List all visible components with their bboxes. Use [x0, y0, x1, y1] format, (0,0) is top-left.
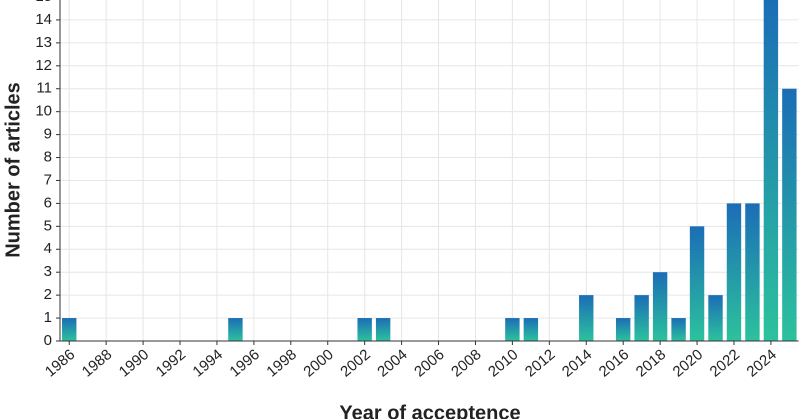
y-tick-label: 10: [35, 103, 52, 120]
x-tick-label: 2022: [707, 346, 743, 380]
bar: [782, 88, 797, 341]
x-tick-label: 2018: [633, 346, 669, 380]
x-tick-label: 2024: [744, 346, 780, 380]
x-tick-label: 1988: [79, 346, 115, 380]
y-tick-label: 11: [36, 80, 52, 97]
x-tick-label: 2010: [485, 346, 521, 380]
x-tick-label: 2008: [448, 346, 484, 380]
x-tick-label: 2016: [596, 346, 632, 380]
y-tick-label: 8: [44, 149, 52, 166]
bar: [615, 318, 631, 341]
x-tick-label: 2012: [522, 346, 558, 380]
x-tick-label: 1992: [153, 346, 189, 380]
y-tick-label: 7: [44, 171, 52, 188]
y-tick-label: 6: [44, 194, 52, 211]
y-tick-label: 15: [35, 0, 52, 5]
bar: [671, 318, 686, 341]
x-tick-label: 2004: [374, 346, 410, 380]
y-tick-label: 12: [35, 57, 52, 74]
bar: [726, 203, 742, 341]
y-tick-label: 2: [44, 286, 52, 303]
x-tick-label: 2006: [411, 346, 447, 380]
y-tick-label: 0: [44, 332, 52, 349]
x-tick-label: 1998: [263, 346, 299, 380]
x-axis-title: Year of acceptence: [339, 402, 520, 419]
x-tick-label: 2020: [670, 346, 706, 380]
bar: [505, 318, 520, 341]
y-tick-label: 9: [44, 126, 52, 143]
x-tick-label: 2000: [300, 346, 336, 380]
x-tick-label: 1986: [42, 346, 78, 380]
y-tick-label: 1: [44, 309, 52, 326]
bar: [634, 295, 649, 341]
x-tick-label: 2002: [337, 346, 373, 380]
bar: [745, 203, 760, 341]
y-tick-label: 5: [44, 217, 52, 234]
y-axis-title: Number of articles: [2, 82, 24, 258]
y-tick-label: 3: [44, 263, 52, 280]
x-tick-label: 1994: [190, 346, 226, 380]
bar: [763, 0, 779, 341]
x-tick-label: 1996: [227, 346, 263, 380]
bar: [579, 295, 594, 341]
y-tick-label: 13: [35, 34, 52, 51]
bar: [357, 318, 372, 341]
bar: [228, 318, 243, 341]
bar: [375, 318, 391, 341]
bar: [523, 318, 539, 341]
bar: [62, 318, 77, 341]
bar: [652, 272, 668, 341]
bar: [689, 226, 705, 341]
y-tick-label: 4: [44, 240, 52, 257]
x-tick-label: 2014: [559, 346, 595, 380]
bar: [708, 295, 723, 341]
x-tick-label: 1990: [116, 346, 152, 380]
y-tick-label: 14: [35, 11, 52, 28]
